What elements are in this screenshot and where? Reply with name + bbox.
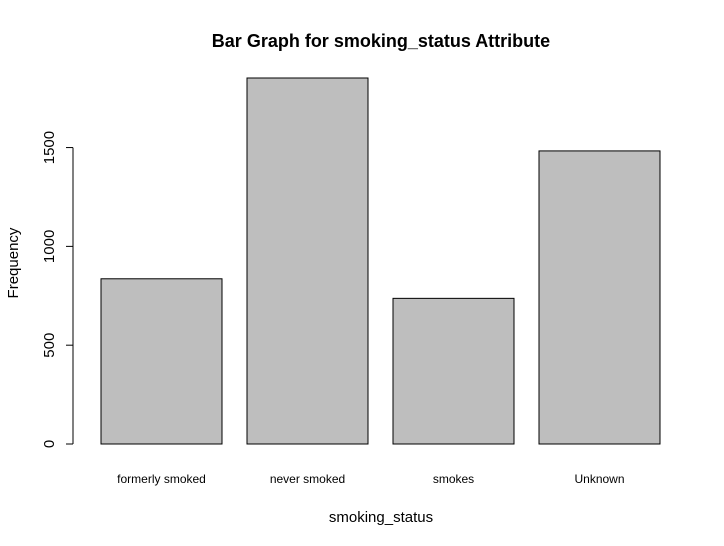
- bar-smokes: [392, 297, 515, 445]
- category-label: Unknown: [574, 472, 624, 486]
- category-label: smokes: [433, 472, 474, 486]
- y-tick-label: 0: [41, 440, 58, 448]
- bar-unknown: [538, 150, 661, 445]
- bars: [100, 77, 661, 445]
- y-axis: 0 500 1000 1500: [41, 131, 74, 448]
- y-tick-label: 1000: [41, 230, 58, 263]
- chart-title: Bar Graph for smoking_status Attribute: [212, 31, 550, 51]
- y-tick-label: 1500: [41, 131, 58, 164]
- y-tick-label: 500: [41, 333, 58, 358]
- category-labels: formerly smoked never smoked smokes Unknown: [117, 472, 624, 486]
- category-label: never smoked: [270, 472, 345, 486]
- y-axis-label: Frequency: [5, 227, 22, 298]
- bar-formerly-smoked: [100, 278, 223, 445]
- x-axis-label: smoking_status: [329, 509, 433, 526]
- category-label: formerly smoked: [117, 472, 206, 486]
- bar-never-smoked: [246, 77, 369, 445]
